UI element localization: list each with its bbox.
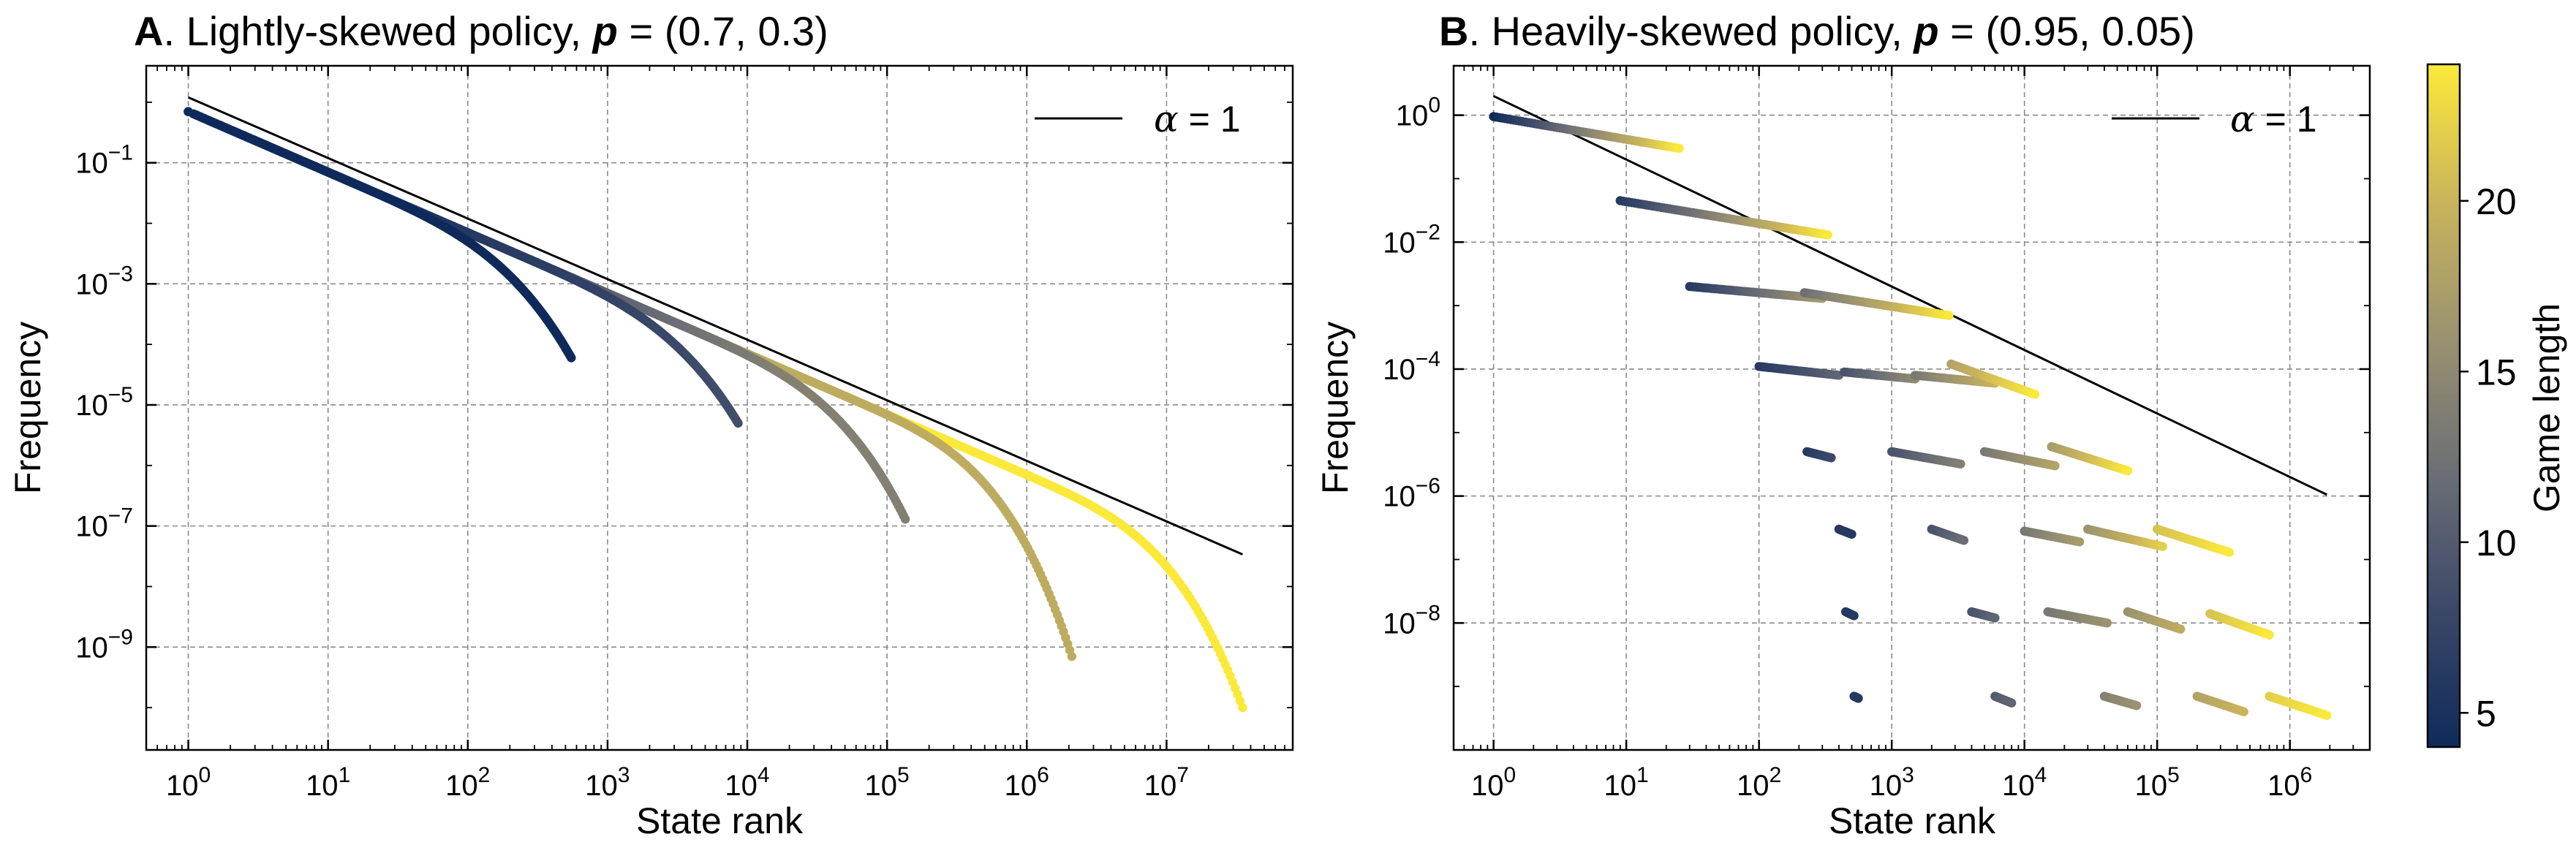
data-point (1956, 459, 1965, 469)
panel-a-legend: α = 1 (1035, 98, 1241, 140)
x-tick-label: 100 (166, 763, 211, 802)
panel-b-frame (1452, 64, 2371, 751)
panel-b-xlabel: State rank (1829, 800, 1996, 841)
y-tick-label: 10−1 (75, 141, 133, 180)
panel-a-grid (146, 66, 1293, 750)
data-point (2123, 466, 2133, 476)
x-tick-label: 105 (865, 763, 910, 802)
x-tick-label: 103 (585, 763, 630, 802)
x-tick-label: 106 (2267, 763, 2312, 802)
panel-a-ylabel: Frequency (7, 322, 48, 494)
data-point (1674, 143, 1684, 153)
data-point (2050, 461, 2060, 471)
colorbar: 5 10 15 20 Game length (2426, 63, 2567, 748)
panel-a-scatter-points (184, 107, 1247, 713)
data-point (2074, 537, 2085, 547)
data-point (1944, 311, 1954, 320)
data-point (2102, 618, 2112, 628)
data-point (1823, 230, 1832, 240)
data-point (1238, 702, 1247, 713)
panel-b-legend-label: α = 1 (2230, 98, 2317, 140)
panel-a-frame (145, 64, 1294, 751)
y-tick-label: 10−5 (75, 383, 133, 422)
colorbar-tick-label: 15 (2476, 352, 2517, 393)
x-tick-label: 102 (1737, 763, 1781, 802)
data-point (2265, 630, 2274, 640)
data-point (2158, 542, 2167, 551)
y-tick-label: 100 (1396, 94, 1440, 132)
x-tick-label: 103 (1870, 763, 1914, 802)
x-tick-label: 104 (725, 763, 769, 802)
colorbar-label: Game length (2526, 303, 2567, 512)
reference-line-alpha-1 (187, 96, 1243, 556)
data-point (2030, 390, 2040, 399)
x-tick-label: 104 (2002, 763, 2047, 802)
colorbar-tick-label: 5 (2476, 693, 2496, 734)
x-tick-label: 101 (1604, 763, 1649, 802)
y-tick-label: 10−9 (75, 625, 133, 664)
panel-b-reference-line (1492, 95, 2327, 496)
data-point (1847, 529, 1857, 539)
x-tick-label: 107 (1144, 763, 1189, 802)
x-tick-label: 105 (2135, 763, 2180, 802)
panel-b: B. Heavily-skewed policy, p = (0.95, 0.0… (1315, 8, 2371, 841)
y-tick-label: 10−3 (75, 262, 133, 300)
data-point (1827, 453, 1836, 463)
data-point (2176, 624, 2186, 634)
panel-b-legend: α = 1 (2112, 98, 2317, 140)
data-point (1849, 611, 1859, 621)
panel-a-title: A. Lightly-skewed policy, p = (0.7, 0.3) (134, 8, 828, 54)
data-point (1067, 651, 1077, 661)
x-tick-label: 106 (1005, 763, 1049, 802)
y-tick-label: 10−4 (1383, 347, 1440, 386)
x-tick-label: 101 (306, 763, 350, 802)
panel-a-legend-label: α = 1 (1154, 98, 1241, 140)
data-point (2224, 547, 2235, 557)
x-tick-label: 102 (445, 763, 490, 802)
data-point (2239, 707, 2248, 716)
panel-b-scatter-points (1489, 112, 2332, 720)
data-point (2006, 698, 2017, 708)
x-tick-label: 100 (1471, 763, 1516, 802)
y-tick-label: 10−7 (75, 504, 133, 543)
data-point (733, 418, 743, 428)
y-tick-label: 10−8 (1383, 601, 1440, 640)
data-point (2322, 710, 2332, 720)
panel-a-ticks: 100 101 102 103 104 105 106 107 10−1 10−3 10−5 10−7… (75, 66, 1293, 802)
panel-b-title: B. Heavily-skewed policy, p = (0.95, 0.0… (1439, 8, 2195, 54)
panel-b-grid (1454, 66, 2370, 750)
data-point (567, 353, 576, 363)
panel-a-xlabel: State rank (636, 800, 804, 841)
data-point (2131, 701, 2142, 710)
data-point (1990, 613, 2000, 623)
panel-b-ylabel: Frequency (1315, 322, 1356, 494)
y-tick-label: 10−2 (1383, 220, 1440, 259)
y-tick-label: 10−6 (1383, 474, 1440, 513)
colorbar-ticks: 5 10 15 20 (2460, 181, 2517, 734)
data-point (1854, 694, 1863, 703)
colorbar-tick-label: 20 (2476, 181, 2517, 222)
reference-line-alpha-1 (1492, 95, 2327, 496)
panel-a: A. Lightly-skewed policy, p = (0.7, 0.3)… (7, 8, 1294, 841)
data-point (1959, 536, 1969, 545)
panel-b-ticks: 100 101 102 103 104 105 106 100 10−2 10−4 10−6 10−8 (1383, 66, 2370, 802)
colorbar-gradient (2426, 63, 2461, 748)
panel-a-reference-line (187, 96, 1243, 556)
data-point (900, 515, 910, 524)
colorbar-tick-label: 10 (2476, 523, 2517, 564)
